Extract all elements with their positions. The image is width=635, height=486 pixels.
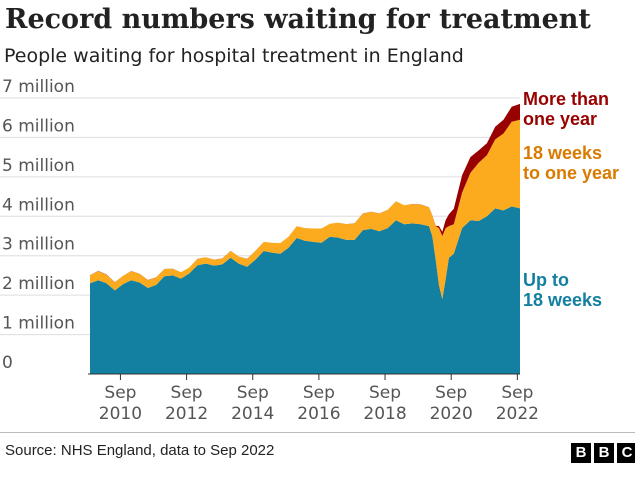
x-tick-month: Sep (303, 383, 335, 403)
footer-divider (0, 432, 635, 433)
series-label-text: More than (523, 89, 609, 109)
x-tick-year: 2014 (231, 404, 274, 424)
x-tick-year: 2012 (165, 404, 208, 424)
series-label-text: Up to (523, 270, 569, 290)
axes: 0 1 million 2 million 3 million 4 million 5 m… (2, 77, 539, 424)
y-tick-label: 0 (2, 353, 13, 373)
x-tick-month: Sep (501, 383, 533, 403)
x-tick-year: 2010 (99, 404, 142, 424)
area-chart: 0 1 million 2 million 3 million 4 million 5 m… (0, 77, 619, 424)
x-tick-month: Sep (369, 383, 401, 403)
y-tick-label: 7 million (2, 77, 75, 97)
chart-subtitle: People waiting for hospital treatment in… (4, 45, 464, 67)
x-tick-year: 2016 (297, 404, 340, 424)
y-tick-label: 3 million (2, 235, 75, 255)
x-tick-year: 2020 (430, 404, 473, 424)
bbc-logo-letter: B (594, 443, 614, 463)
y-tick-label: 2 million (2, 274, 75, 294)
series-label-text: one year (523, 109, 597, 129)
y-tick-label: 6 million (2, 116, 75, 136)
x-tick-month: Sep (171, 383, 203, 403)
area-series-0 (90, 206, 520, 374)
x-tick-month: Sep (237, 383, 269, 403)
y-tick-label: 1 million (2, 314, 75, 334)
series-label-text: 18 weeks (523, 290, 602, 310)
x-tick-year: 2022 (496, 404, 539, 424)
area-series (90, 103, 520, 374)
y-tick-label: 4 million (2, 195, 75, 215)
bbc-logo: B B C (571, 443, 635, 463)
x-tick-month: Sep (435, 383, 467, 403)
bbc-logo-letter: B (571, 443, 591, 463)
source-note: Source: NHS England, data to Sep 2022 (5, 442, 275, 459)
bbc-logo-letter: C (617, 443, 635, 463)
chart-title: Record numbers waiting for treatment (5, 4, 591, 35)
series-label-text: to one year (523, 163, 619, 183)
x-tick-month: Sep (104, 383, 136, 403)
x-tick-year: 2018 (363, 404, 406, 424)
series-label-text: 18 weeks (523, 143, 602, 163)
y-tick-label: 5 million (2, 156, 75, 176)
